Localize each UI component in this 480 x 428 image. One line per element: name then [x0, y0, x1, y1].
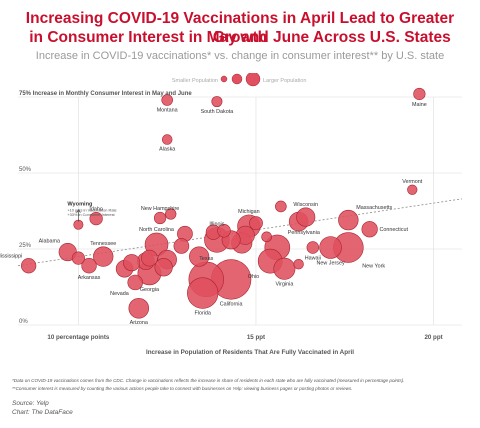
- x-tick-label: 20 ppt: [424, 334, 442, 341]
- legend-medium-bubble: [231, 73, 243, 85]
- bubble: [81, 258, 97, 274]
- bubble: [123, 254, 141, 272]
- bubble: [273, 257, 296, 280]
- state-label: Idaho: [89, 206, 103, 212]
- legend-large-bubble: [245, 73, 261, 87]
- annotation-title: Wyoming: [67, 202, 93, 208]
- bubble: [127, 274, 143, 291]
- state-label: Tennessee: [90, 241, 116, 247]
- source-text: Source: Yelp: [12, 400, 49, 407]
- bubble: [154, 258, 173, 277]
- bubble: [361, 221, 378, 238]
- state-label: Alabama: [39, 238, 60, 244]
- bubble: [319, 236, 342, 259]
- state-label: Massachusetts: [356, 205, 392, 211]
- bubble: [161, 134, 173, 145]
- bubble: [165, 208, 177, 220]
- state-label: New York: [362, 263, 385, 269]
- state-label: New Hampshire: [141, 206, 179, 212]
- bubble: [296, 207, 316, 227]
- state-label: California: [220, 301, 243, 307]
- y-tick-label: 50%: [19, 167, 32, 173]
- annotation-arrowhead: [76, 209, 81, 213]
- state-label: Hawaii: [305, 255, 321, 261]
- state-label: Florida: [194, 310, 210, 316]
- state-label: Ohio: [248, 274, 259, 280]
- footnote-1: *Data on COVID-19 vaccinations comes fro…: [12, 378, 405, 383]
- bubble: [153, 211, 167, 225]
- legend-small-bubble: [220, 75, 228, 83]
- annotation-line-1: +10 ppts in Vaccination Rate: [67, 208, 116, 213]
- chart-title-line-1: Increasing COVID-19 Vaccinations in Apri…: [25, 10, 455, 46]
- axis-labels-group: 0% 25% 50% 75% Increase in Monthly Consumer…: [19, 91, 443, 356]
- state-label: Vermont: [402, 179, 423, 185]
- bubble: [275, 200, 287, 213]
- bubble: [128, 298, 150, 319]
- state-label: New Jersey: [316, 260, 344, 266]
- bubble: [211, 96, 223, 108]
- bubble: [407, 184, 418, 195]
- bubble: [249, 216, 263, 231]
- state-label: North Carolina: [139, 227, 174, 233]
- state-labels-group: Maine Montana South Dakota Alaska Vermont Ida…: [0, 102, 427, 326]
- state-label: Michigan: [238, 209, 260, 215]
- state-label: Georgia: [140, 287, 159, 293]
- state-label: Illinois: [209, 221, 224, 227]
- bubble: [21, 258, 37, 274]
- bubble: [217, 224, 231, 238]
- annotation-line-2: +33% in Consumer Interest: [67, 212, 115, 217]
- chart-subtitle: Increase in COVID-19 vaccinations* vs. c…: [35, 50, 445, 62]
- bubble: [189, 246, 210, 267]
- state-label: Pennsylvania: [288, 230, 320, 236]
- state-label: Texas: [199, 256, 213, 262]
- state-label: Virginia: [275, 281, 293, 287]
- chart-title-line-2: in Consumer Interest in May and June Acr…: [29, 29, 451, 46]
- bubble: [89, 211, 103, 226]
- bubble: [413, 87, 426, 101]
- y-tick-label: 25%: [19, 243, 32, 249]
- state-label: Mississippi: [0, 253, 22, 259]
- x-tick-label: 10 percentage points: [47, 334, 109, 341]
- x-axis-title: Increase in Population of Residents That…: [146, 349, 354, 356]
- bubble: [93, 246, 114, 267]
- footnote-2: **Consumer interest is measured by count…: [12, 386, 353, 391]
- legend-larger-label: Larger Population: [263, 78, 306, 84]
- state-label: Arizona: [130, 320, 148, 326]
- state-label: Montana: [157, 107, 178, 113]
- bubble: [338, 209, 359, 231]
- bubble: [306, 241, 320, 254]
- state-label: Nevada: [110, 291, 129, 297]
- legend: Smaller Population Larger Population: [172, 73, 306, 87]
- credit-text: Chart: The DataFace: [12, 409, 73, 416]
- annotation-group: Wyoming+10 ppts in Vaccination Rate+33% …: [67, 202, 117, 222]
- bubble: [187, 277, 219, 309]
- bubble: [71, 251, 85, 265]
- state-label: Alaska: [159, 147, 175, 153]
- bubble: [161, 94, 173, 106]
- state-label: South Dakota: [201, 109, 234, 115]
- bubble: [173, 238, 190, 254]
- x-tick-label: 15 ppt: [247, 334, 265, 341]
- state-label: Connecticut: [379, 227, 408, 233]
- legend-smaller-label: Smaller Population: [172, 78, 218, 84]
- bubbles-group: [21, 87, 426, 319]
- y-tick-label: 0%: [19, 319, 28, 325]
- bubble: [293, 259, 304, 270]
- bubble: [141, 249, 158, 267]
- bubble: [261, 231, 272, 243]
- y-axis-title: 75% Increase in Monthly Consumer Interes…: [19, 91, 192, 97]
- state-label: Wisconsin: [293, 202, 318, 208]
- state-label: Maine: [412, 102, 427, 108]
- state-label: Arkansas: [78, 275, 101, 281]
